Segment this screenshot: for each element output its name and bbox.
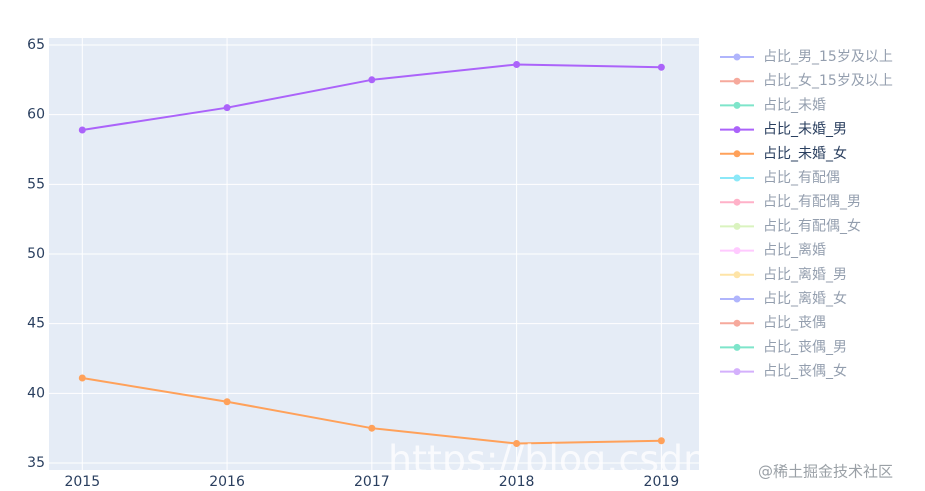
y-tick-label: 65: [27, 37, 45, 53]
legend-item[interactable]: 占比_离婚_男: [720, 266, 847, 283]
legend-marker: [733, 53, 741, 61]
data-point: [513, 60, 521, 68]
legend-marker: [733, 295, 741, 303]
legend-item[interactable]: 占比_丧偶_男: [720, 339, 847, 355]
legend-marker: [733, 343, 741, 351]
y-tick-label: 55: [27, 176, 45, 192]
legend-item[interactable]: 占比_离婚: [720, 242, 826, 259]
legend-marker: [733, 247, 741, 255]
legend-label: 占比_未婚: [763, 97, 826, 113]
legend-label: 占比_女_15岁及以上: [763, 72, 893, 89]
legend-marker: [733, 319, 741, 327]
legend-label: 占比_离婚_男: [763, 266, 847, 283]
legend-marker: [733, 101, 741, 109]
watermark: https://blog.csdn.n: [388, 438, 743, 482]
legend-label: 占比_丧偶_男: [763, 339, 847, 355]
x-tick-label: 2015: [64, 474, 100, 490]
y-tick-label: 45: [27, 316, 45, 332]
legend-label: 占比_离婚: [763, 242, 826, 259]
legend-label: 占比_有配偶: [763, 170, 840, 186]
legend-label: 占比_有配偶_男: [763, 194, 861, 210]
legend-label: 占比_有配偶_女: [763, 217, 861, 234]
legend-item[interactable]: 占比_离婚_女: [720, 290, 847, 307]
data-point: [223, 104, 231, 112]
y-tick-label: 40: [27, 385, 45, 401]
legend-item[interactable]: 占比_女_15岁及以上: [720, 72, 893, 89]
legend-marker: [733, 150, 741, 158]
legend-item[interactable]: 占比_丧偶: [720, 315, 826, 331]
legend-label: 占比_丧偶: [763, 315, 826, 331]
legend-marker: [733, 174, 741, 182]
legend-label: 占比_未婚_男: [763, 122, 847, 138]
data-point: [368, 424, 376, 432]
legend-item[interactable]: 占比_有配偶: [720, 170, 840, 186]
legend-marker: [733, 198, 741, 206]
data-point: [657, 437, 665, 445]
legend-marker: [733, 222, 741, 230]
legend-item[interactable]: 占比_未婚_男: [720, 122, 847, 138]
x-tick-label: 2019: [644, 474, 680, 490]
y-tick-label: 60: [27, 107, 45, 123]
x-tick-label: 2017: [354, 474, 390, 490]
data-point: [368, 76, 376, 84]
data-point: [223, 398, 231, 406]
legend-marker: [733, 271, 741, 279]
legend-label: 占比_丧偶_女: [763, 363, 847, 380]
y-tick-label: 35: [27, 455, 45, 471]
legend-item[interactable]: 占比_有配偶_女: [720, 217, 861, 234]
legend-label: 占比_未婚_女: [763, 145, 847, 162]
x-tick-label: 2016: [209, 474, 245, 490]
legend-label: 占比_男_15岁及以上: [763, 49, 893, 65]
legend-marker: [733, 126, 741, 134]
legend-item[interactable]: 占比_男_15岁及以上: [720, 49, 893, 65]
legend-label: 占比_离婚_女: [763, 290, 847, 307]
data-point: [78, 374, 86, 382]
legend-item[interactable]: 占比_未婚: [720, 97, 826, 113]
y-tick-label: 50: [27, 246, 45, 262]
legend-item[interactable]: 占比_有配偶_男: [720, 194, 861, 210]
data-point: [513, 440, 521, 448]
legend-item[interactable]: 占比_未婚_女: [720, 145, 847, 162]
watermark: @稀土掘金技术社区: [758, 463, 893, 481]
data-point: [657, 63, 665, 71]
x-tick-label: 2018: [499, 474, 535, 490]
data-point: [78, 126, 86, 134]
legend-item[interactable]: 占比_丧偶_女: [720, 363, 847, 380]
legend-marker: [733, 368, 741, 376]
legend-marker: [733, 77, 741, 85]
